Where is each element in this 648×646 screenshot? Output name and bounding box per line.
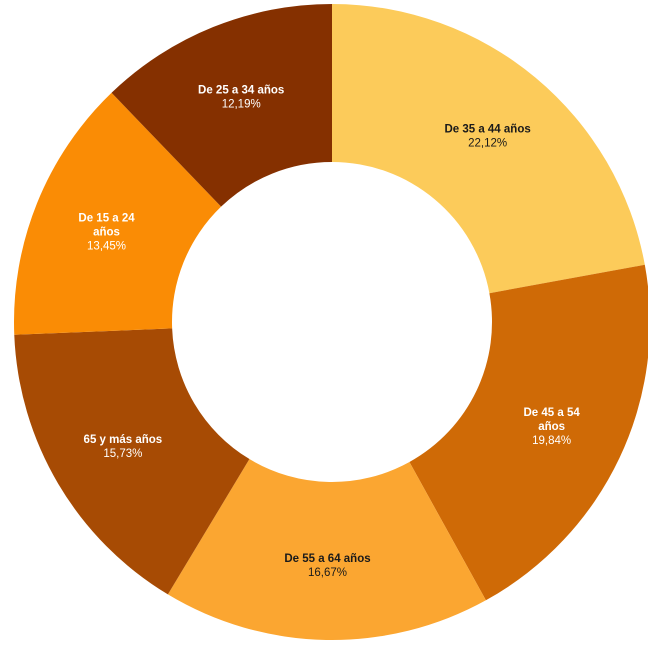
slice-label: De 25 a 34 años	[198, 85, 284, 97]
slice-de-45-a-54-anos	[409, 264, 648, 601]
slice-label-group-65-y-mas-anos: 65 y más años 15,73%	[84, 434, 163, 460]
slice-label: 65 y más años	[84, 434, 163, 446]
slice-label: años	[538, 421, 565, 433]
slice-label-group-de-55-a-64-anos: De 55 a 64 años 16,67%	[284, 553, 370, 579]
slice-de-55-a-64-anos	[167, 459, 486, 640]
slice-value-label: 22,12%	[468, 137, 507, 149]
slice-65-y-mas-anos	[14, 328, 250, 595]
slice-value-label: 12,19%	[222, 99, 261, 111]
slice-label: De 35 a 44 años	[444, 123, 530, 135]
slice-value-label: 13,45%	[87, 240, 126, 252]
slice-de-35-a-44-anos	[332, 4, 645, 294]
slice-label: años	[93, 226, 120, 238]
labels-layer: De 35 a 44 años 22,12% De 45 a 54 años 19,84…	[78, 85, 580, 579]
slice-value-label: 16,67%	[308, 567, 347, 579]
slice-label: De 55 a 64 años	[284, 553, 370, 565]
slice-label-group-de-15-a-24-anos: De 15 a 24 años 13,45%	[78, 212, 135, 252]
slice-value-label: 19,84%	[532, 435, 571, 447]
slice-label-group-de-25-a-34-anos: De 25 a 34 años 12,19%	[198, 85, 284, 111]
slice-label-group-de-45-a-54-anos: De 45 a 54 años 19,84%	[523, 407, 580, 447]
slice-value-label: 15,73%	[103, 448, 142, 460]
slice-label: De 45 a 54	[523, 407, 580, 419]
slice-label-group-de-35-a-44-anos: De 35 a 44 años 22,12%	[444, 123, 530, 149]
slices-layer	[13, 4, 648, 640]
slice-de-15-a-24-anos	[13, 92, 222, 335]
slice-de-25-a-34-anos	[111, 4, 332, 207]
slice-label: De 15 a 24	[78, 212, 135, 224]
